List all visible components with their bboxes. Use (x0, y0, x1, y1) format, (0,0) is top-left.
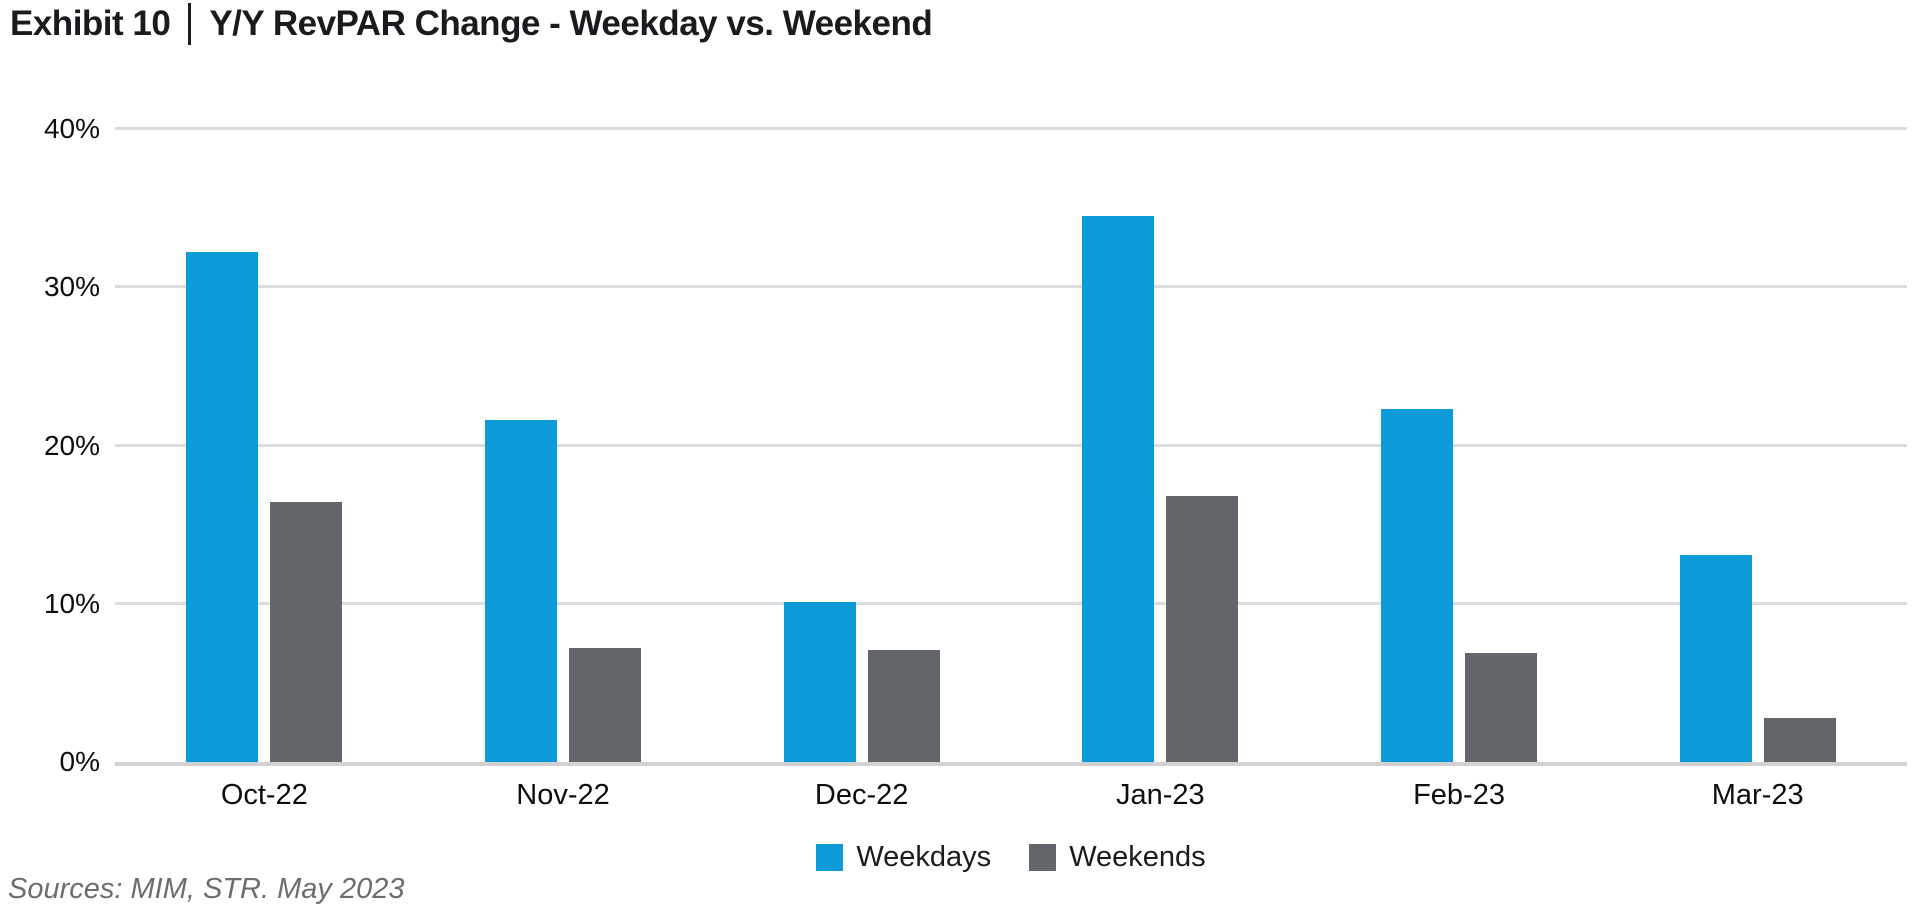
x-tick-label-nov-22: Nov-22 (516, 779, 610, 811)
legend-item-weekdays: Weekdays (816, 841, 991, 874)
bar-weekdays-mar-23 (1679, 554, 1752, 762)
bar-weekends-nov-22 (569, 648, 641, 762)
bar-group-mar-23 (1608, 129, 1907, 762)
bar-weekdays-jan-23 (1082, 216, 1155, 762)
bar-weekends-oct-22 (270, 502, 343, 762)
legend-swatch-icon (816, 844, 844, 871)
bar-weekends-mar-23 (1763, 717, 1836, 762)
bar-weekdays-feb-23 (1381, 409, 1454, 762)
bar-group-dec-22 (712, 129, 1011, 762)
bar-weekends-jan-23 (1166, 496, 1239, 762)
bar-weekends-dec-22 (867, 649, 940, 762)
title-text: Y/Y RevPAR Change - Weekday vs. Weekend (209, 4, 933, 43)
bar-weekdays-oct-22 (186, 252, 259, 762)
legend-label: Weekdays (856, 841, 992, 873)
x-axis-labels: Oct-22 Nov-22 Dec-22 Jan-23 Feb-23 Mar-23 (115, 779, 1907, 812)
bar-weekdays-nov-22 (485, 420, 557, 762)
exhibit-label: Exhibit 10 (10, 4, 171, 43)
x-tick-label-jan-23: Jan-23 (1116, 779, 1205, 811)
legend: Weekdays Weekends (115, 841, 1907, 874)
legend-label: Weekends (1069, 841, 1206, 873)
y-tick-label-10%: 10% (43, 587, 100, 619)
plot-area: 0% 10% 20% 30% 40% (44, 115, 1907, 776)
source-note: Sources: MIM, STR. May 2023 (8, 873, 405, 905)
gridline-30% (115, 285, 1907, 289)
gridline-10% (115, 601, 1907, 605)
y-tick-label-20%: 20% (43, 429, 100, 461)
bar-group-feb-23 (1310, 129, 1609, 762)
title-divider (188, 3, 192, 45)
gridline-40% (115, 127, 1907, 130)
x-tick-label-dec-22: Dec-22 (814, 779, 909, 811)
x-tick-label-oct-22: Oct-22 (220, 779, 308, 811)
y-tick-label-40%: 40% (43, 113, 100, 144)
bar-groups (115, 129, 1907, 762)
bar-group-oct-22 (115, 129, 414, 762)
x-tick-label-feb-23: Feb-23 (1413, 779, 1505, 811)
gridline-20% (115, 443, 1907, 447)
y-tick-label-0%: 0% (59, 746, 100, 777)
x-tick-label-mar-23: Mar-23 (1711, 779, 1804, 811)
legend-swatch-icon (1029, 844, 1057, 871)
y-tick-label-30%: 30% (43, 271, 100, 303)
legend-item-weekends: Weekends (1029, 841, 1206, 874)
bar-group-jan-23 (1011, 129, 1310, 762)
x-axis-line (115, 762, 1907, 766)
bar-weekends-feb-23 (1465, 652, 1538, 762)
chart-title: Exhibit 10 Y/Y RevPAR Change - Weekday v… (10, 0, 933, 48)
bar-group-nov-22 (414, 129, 713, 762)
bar-weekdays-dec-22 (783, 602, 856, 762)
